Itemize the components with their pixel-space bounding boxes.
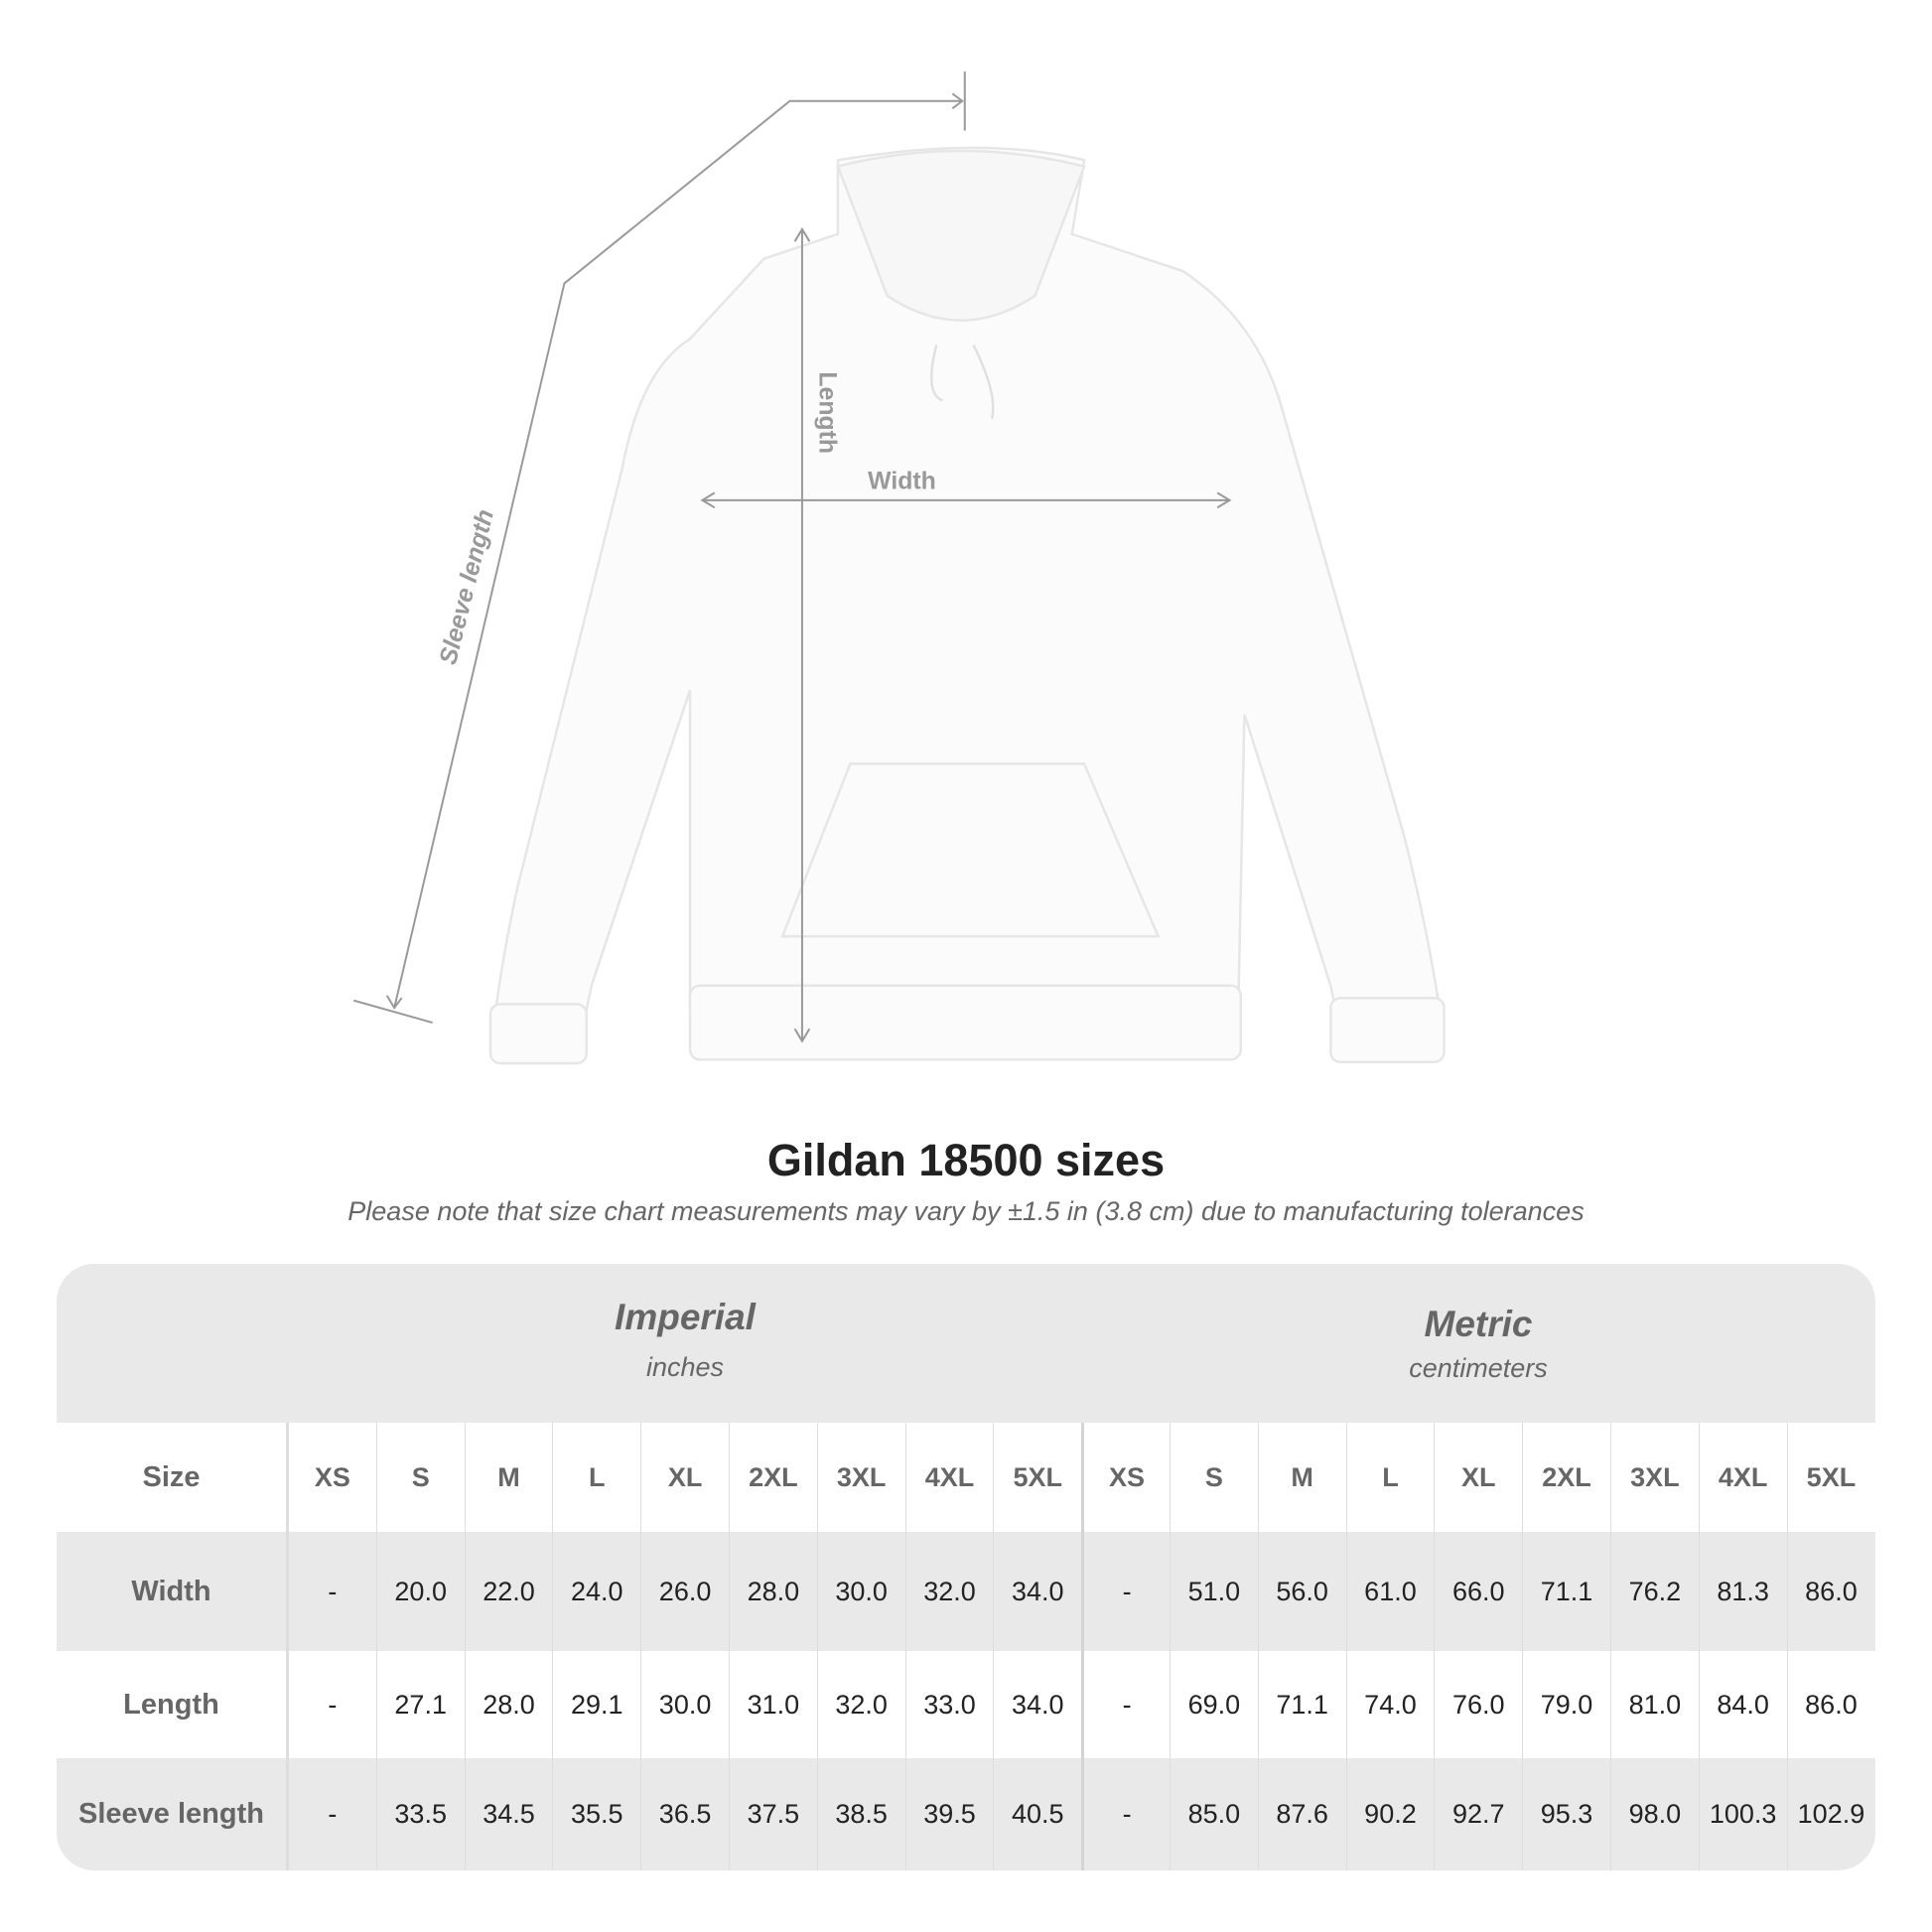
- size-header-cell: M: [1257, 1423, 1346, 1532]
- table-cell: -: [288, 1758, 376, 1870]
- table-cell: -: [1081, 1532, 1170, 1651]
- table-cell: -: [288, 1532, 376, 1651]
- size-header-cell: S: [375, 1423, 465, 1532]
- size-header-cell: M: [464, 1423, 553, 1532]
- table-cell: 35.5: [552, 1758, 640, 1870]
- size-header-cell: 4XL: [1698, 1423, 1787, 1532]
- size-header-cell: XS: [288, 1423, 376, 1532]
- size-header-cell: XL: [1434, 1423, 1522, 1532]
- table-cell: 84.0: [1698, 1651, 1787, 1758]
- metric-unit: centimeters: [1409, 1353, 1548, 1383]
- metric-header: Metric centimeters: [1081, 1304, 1875, 1384]
- table-header: Imperial inches Metric centimeters: [57, 1264, 1875, 1423]
- table-cell: 86.0: [1786, 1651, 1875, 1758]
- table-cell: 66.0: [1434, 1532, 1522, 1651]
- table-cell: -: [1081, 1651, 1170, 1758]
- table-cell: 34.5: [464, 1758, 553, 1870]
- table-cell: 33.0: [904, 1651, 994, 1758]
- table-cell: 86.0: [1786, 1532, 1875, 1651]
- table-cell: 34.0: [993, 1651, 1081, 1758]
- table-cell: 76.2: [1609, 1532, 1699, 1651]
- table-cell: 28.0: [464, 1651, 553, 1758]
- table-cell: 22.0: [464, 1532, 553, 1651]
- size-header-cell: 2XL: [728, 1423, 817, 1532]
- row-label: Length: [57, 1651, 288, 1758]
- table-cell: 26.0: [640, 1532, 729, 1651]
- table-cell: 20.0: [375, 1532, 465, 1651]
- row-label: Sleeve length: [57, 1758, 288, 1870]
- table-cell: 40.5: [993, 1758, 1081, 1870]
- size-header-cell: 2XL: [1522, 1423, 1610, 1532]
- table-cell: 24.0: [552, 1532, 640, 1651]
- table-cell: 95.3: [1522, 1758, 1610, 1870]
- table-cell: 51.0: [1169, 1532, 1258, 1651]
- width-label: Width: [868, 469, 936, 495]
- table-cell: 87.6: [1257, 1758, 1346, 1870]
- row-label: Size: [57, 1423, 288, 1532]
- measurement-lines: [352, 70, 1232, 1043]
- table-cell: 76.0: [1434, 1651, 1522, 1758]
- size-header-cell: 4XL: [904, 1423, 994, 1532]
- length-row: Length -27.1 28.0 29.1 30.0 31.0 32.0 33.0 34.0-…: [57, 1651, 1875, 1758]
- table-cell: 74.0: [1345, 1651, 1435, 1758]
- length-label: Length: [813, 371, 840, 454]
- table-cell: 31.0: [728, 1651, 817, 1758]
- table-cell: 32.0: [816, 1651, 905, 1758]
- imperial-title: Imperial: [615, 1297, 756, 1337]
- table-cell: 90.2: [1345, 1758, 1435, 1870]
- table-cell: -: [1081, 1758, 1170, 1870]
- table-cell: 100.3: [1698, 1758, 1787, 1870]
- size-header-cell: 3XL: [1609, 1423, 1699, 1532]
- hoodie-image: [488, 146, 1446, 1065]
- table-cell: 69.0: [1169, 1651, 1258, 1758]
- table-cell: 29.1: [552, 1651, 640, 1758]
- table-cell: 38.5: [816, 1758, 905, 1870]
- sleeve-length-label: Sleeve length: [435, 507, 499, 668]
- size-header-cell: 3XL: [816, 1423, 905, 1532]
- hoodie-illustration: Sleeve length Length Width: [352, 70, 1446, 1065]
- size-header-cell: L: [552, 1423, 640, 1532]
- table-cell: 33.5: [375, 1758, 465, 1870]
- tolerance-note: Please note that size chart measurements…: [347, 1196, 1585, 1226]
- table-cell: 92.7: [1434, 1758, 1522, 1870]
- width-row: Width -20.0 22.0 24.0 26.0 28.0 30.0 32.0 34.0-5…: [57, 1532, 1875, 1651]
- size-header-cell: 5XL: [993, 1423, 1081, 1532]
- size-table: Imperial inches Metric centimeters Size X…: [57, 1264, 1875, 1870]
- table-cell: 85.0: [1169, 1758, 1258, 1870]
- imperial-header: Imperial inches: [288, 1297, 1082, 1383]
- size-header-cell: XS: [1081, 1423, 1170, 1532]
- table-cell: 39.5: [904, 1758, 994, 1870]
- table-cell: 71.1: [1257, 1651, 1346, 1758]
- size-header-cell: XL: [640, 1423, 729, 1532]
- imperial-unit: inches: [645, 1352, 725, 1382]
- sleeve-length-row: Sleeve length -33.5 34.5 35.5 36.5 37.5 38.5 39…: [57, 1758, 1875, 1870]
- metric-title: Metric: [1424, 1304, 1533, 1344]
- size-header-cell: L: [1345, 1423, 1435, 1532]
- table-cell: 32.0: [904, 1532, 994, 1651]
- page-title: Gildan 18500 sizes: [766, 1135, 1166, 1185]
- table-cell: 56.0: [1257, 1532, 1346, 1651]
- table-cell: 61.0: [1345, 1532, 1435, 1651]
- row-label: Width: [57, 1532, 288, 1651]
- table-cell: 34.0: [993, 1532, 1081, 1651]
- table-cell: 37.5: [728, 1758, 817, 1870]
- table-cell: 30.0: [640, 1651, 729, 1758]
- table-cell: 28.0: [728, 1532, 817, 1651]
- table-cell: 71.1: [1522, 1532, 1610, 1651]
- table-cell: 81.0: [1609, 1651, 1699, 1758]
- table-cell: 79.0: [1522, 1651, 1610, 1758]
- table-cell: 36.5: [640, 1758, 729, 1870]
- size-header-cell: S: [1169, 1423, 1258, 1532]
- table-cell: 30.0: [816, 1532, 905, 1651]
- table-cell: 27.1: [375, 1651, 465, 1758]
- table-cell: 81.3: [1698, 1532, 1787, 1651]
- table-cell: 98.0: [1609, 1758, 1699, 1870]
- size-row: Size XS S M L XL 2XL 3XL 4XL 5XL XS S M L XL 2XL 3XL 4XL 5…: [57, 1423, 1875, 1532]
- table-cell: 102.9: [1786, 1758, 1875, 1870]
- table-cell: -: [288, 1651, 376, 1758]
- size-header-cell: 5XL: [1786, 1423, 1875, 1532]
